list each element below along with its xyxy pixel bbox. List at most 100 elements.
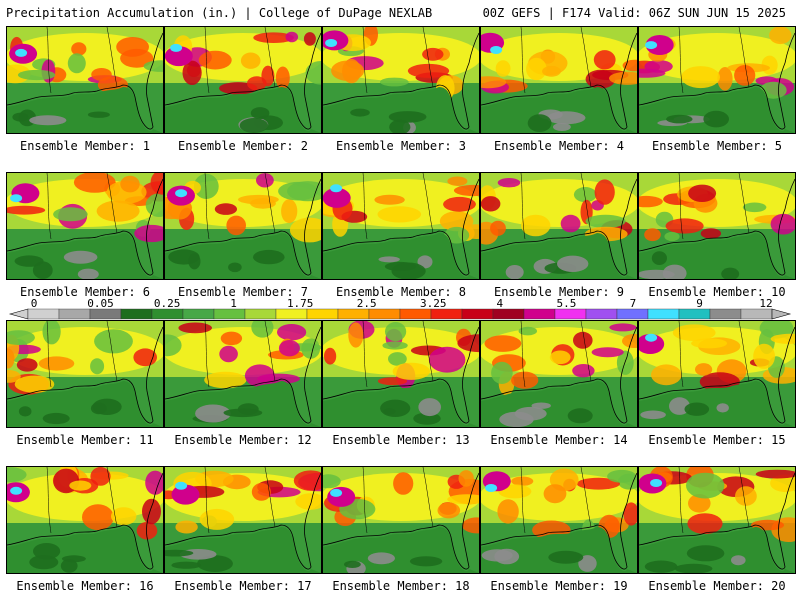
dry-patch: [239, 118, 269, 133]
state-border: [46, 467, 52, 534]
scale-color-swatch: [492, 308, 525, 320]
state-border: [520, 321, 526, 388]
precip-blob: [17, 69, 56, 81]
coastline: [165, 32, 321, 130]
coastline: [639, 32, 795, 130]
precip-core: [645, 41, 658, 50]
precip-blob: [549, 350, 571, 365]
precip-blob: [526, 57, 547, 81]
ensemble-member-panel: Ensemble Member: 13: [322, 320, 480, 447]
dry-patch: [531, 402, 551, 409]
precip-blob: [681, 66, 720, 89]
dry-patch: [12, 112, 29, 122]
dry-patch: [557, 255, 589, 272]
coastline: [481, 326, 637, 424]
dry-patch: [32, 261, 53, 279]
dry-patch: [391, 262, 426, 279]
precip-blob: [303, 32, 316, 46]
precip-blob: [90, 358, 105, 375]
state-border: [264, 467, 276, 528]
precip-blob: [481, 196, 501, 212]
state-border: [422, 467, 434, 528]
precip-blob: [377, 206, 422, 223]
dry-patch: [409, 556, 443, 567]
scale-color-swatch: [58, 308, 91, 320]
state-border: [362, 173, 368, 240]
scale-color-swatch: [27, 308, 60, 320]
precip-blob: [388, 352, 407, 366]
precip-blob: [281, 199, 298, 224]
scale-tick-label: 9: [696, 297, 703, 310]
precip-blob: [94, 329, 133, 354]
scale-tick-label: 1: [230, 297, 237, 310]
dry-patch: [527, 114, 552, 132]
ensemble-member-panel: Ensemble Member: 3: [322, 26, 480, 153]
precip-blob: [82, 504, 114, 531]
dry-patch: [250, 107, 270, 120]
ensemble-member-label: Ensemble Member: 2: [177, 139, 309, 153]
state-border: [362, 27, 368, 94]
gulf-area: [481, 87, 637, 133]
precip-core: [330, 488, 343, 497]
state-border: [580, 173, 592, 234]
precip-core: [10, 194, 23, 203]
precipitation-map: [164, 466, 322, 574]
state-border: [422, 173, 434, 234]
precip-blob: [734, 65, 756, 86]
precipitation-map: [322, 466, 480, 574]
dry-patch: [378, 256, 400, 263]
precip-blob: [497, 499, 519, 524]
coastline: [7, 326, 163, 424]
precip-blob: [407, 63, 450, 78]
dry-patch: [721, 267, 740, 279]
dry-patch: [684, 402, 710, 416]
scale-tick-label: 4: [496, 297, 504, 310]
precip-blob: [285, 31, 299, 43]
scale-arrow-high: [771, 308, 792, 320]
precip-blob: [7, 467, 27, 483]
gulf-area: [639, 381, 795, 427]
precip-blob: [750, 519, 785, 531]
coastline: [7, 472, 163, 570]
precip-band: [165, 327, 321, 375]
dry-patch: [686, 545, 725, 562]
precip-blob: [145, 193, 163, 217]
ensemble-member-label: Ensemble Member: 10: [648, 285, 786, 299]
state-border: [46, 321, 52, 388]
precip-blob: [295, 493, 321, 510]
ensemble-member-panel: Ensemble Member: 12: [164, 320, 322, 447]
precip-blob: [256, 173, 274, 188]
state-border: [264, 321, 276, 382]
precip-blob: [293, 470, 321, 491]
precip-blob: [639, 195, 663, 208]
dry-patch: [651, 251, 667, 265]
precip-blob: [287, 181, 321, 202]
dry-patch: [197, 555, 233, 572]
scale-color-swatch: [275, 308, 308, 320]
scale-color-swatch: [399, 308, 432, 320]
precip-blob: [511, 476, 534, 486]
dry-patch: [188, 253, 201, 270]
precip-blob: [382, 341, 408, 350]
precip-blob: [377, 377, 408, 386]
precip-blob: [691, 338, 728, 349]
precip-blob: [73, 173, 116, 193]
precip-blob: [145, 470, 163, 495]
precip-blob: [439, 211, 474, 232]
dry-patch: [14, 255, 44, 267]
precip-blob: [134, 224, 163, 243]
precip-core: [485, 484, 498, 492]
scale-color-swatch: [616, 308, 649, 320]
scale-color-swatch: [120, 308, 153, 320]
dry-patch: [494, 548, 520, 565]
state-border: [46, 173, 52, 240]
ensemble-member-label: Ensemble Member: 19: [490, 579, 628, 593]
ensemble-member-label: Ensemble Member: 14: [490, 433, 628, 447]
precip-blob: [42, 321, 61, 345]
precip-blob: [136, 521, 158, 540]
precip-blob: [511, 371, 539, 389]
precip-core: [171, 484, 200, 505]
coastline: [323, 326, 479, 424]
ensemble-member-label: Ensemble Member: 12: [174, 433, 312, 447]
scale-color-swatch: [213, 308, 246, 320]
